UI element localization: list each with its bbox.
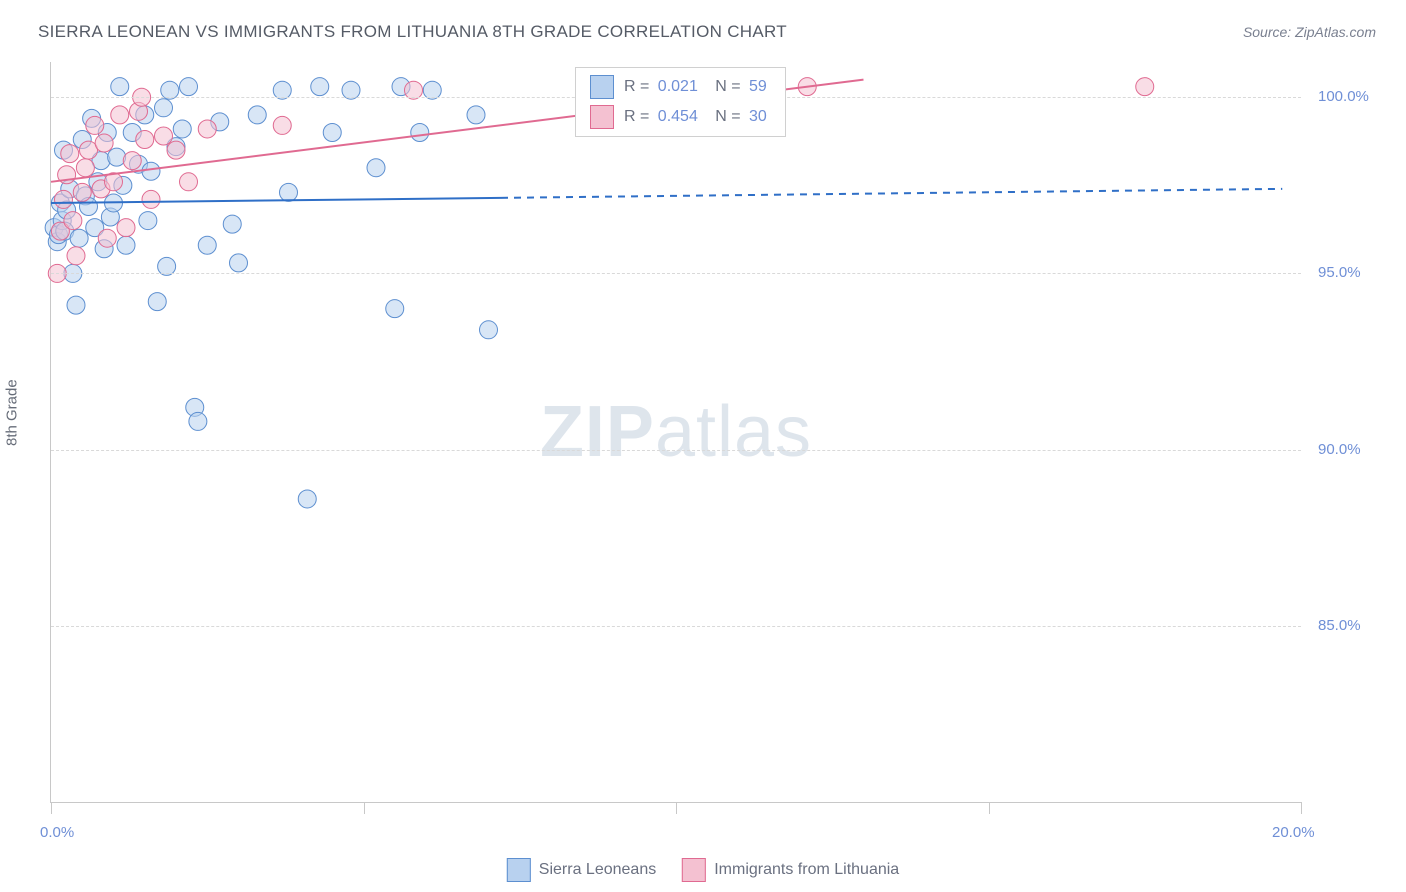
scatter-point — [76, 159, 94, 177]
scatter-plot-svg — [51, 62, 1301, 802]
swatch-blue — [590, 75, 614, 99]
bottom-legend: Sierra Leoneans Immigrants from Lithuani… — [507, 858, 899, 882]
chart-plot-area: ZIPatlas — [50, 62, 1301, 803]
scatter-point — [73, 183, 91, 201]
scatter-point — [111, 78, 129, 96]
scatter-point — [55, 190, 73, 208]
scatter-point — [198, 120, 216, 138]
source-label: Source: ZipAtlas.com — [1243, 24, 1376, 40]
scatter-point — [111, 106, 129, 124]
scatter-point — [61, 145, 79, 163]
stats-legend: R = 0.021 N = 59 R = 0.454 N = 30 — [575, 67, 786, 137]
scatter-point — [98, 229, 116, 247]
scatter-point — [167, 141, 185, 159]
scatter-point — [386, 300, 404, 318]
legend-item-series2: Immigrants from Lithuania — [682, 858, 899, 882]
scatter-point — [273, 116, 291, 134]
scatter-point — [142, 190, 160, 208]
x-tick — [364, 802, 365, 814]
y-axis-title: 8th Grade — [4, 379, 21, 446]
chart-title: SIERRA LEONEAN VS IMMIGRANTS FROM LITHUA… — [38, 22, 787, 42]
legend-label-1: Sierra Leoneans — [539, 861, 656, 879]
scatter-point — [223, 215, 241, 233]
swatch-blue-icon — [507, 858, 531, 882]
scatter-point — [173, 120, 191, 138]
scatter-point — [480, 321, 498, 339]
scatter-point — [64, 212, 82, 230]
scatter-point — [189, 412, 207, 430]
scatter-point — [323, 123, 341, 141]
x-tick — [989, 802, 990, 814]
x-tick — [676, 802, 677, 814]
gridline — [51, 273, 1301, 274]
scatter-point — [298, 490, 316, 508]
swatch-pink-icon — [682, 858, 706, 882]
regression-line-dashed — [501, 189, 1282, 198]
stats-row-series2: R = 0.454 N = 30 — [576, 102, 785, 132]
scatter-point — [467, 106, 485, 124]
scatter-point — [180, 173, 198, 191]
legend-label-2: Immigrants from Lithuania — [714, 861, 899, 879]
y-tick-label: 100.0% — [1318, 88, 1369, 105]
stats-row-series1: R = 0.021 N = 59 — [576, 72, 785, 102]
scatter-point — [248, 106, 266, 124]
scatter-point — [311, 78, 329, 96]
x-tick-label: 20.0% — [1272, 824, 1315, 841]
scatter-point — [139, 212, 157, 230]
scatter-point — [136, 131, 154, 149]
scatter-point — [367, 159, 385, 177]
scatter-point — [95, 134, 113, 152]
y-tick-label: 90.0% — [1318, 441, 1361, 458]
swatch-pink — [590, 105, 614, 129]
x-tick — [1301, 802, 1302, 814]
scatter-point — [411, 123, 429, 141]
scatter-point — [155, 127, 173, 145]
y-tick-label: 85.0% — [1318, 617, 1361, 634]
x-tick — [51, 802, 52, 814]
scatter-point — [142, 162, 160, 180]
scatter-point — [155, 99, 173, 117]
scatter-point — [148, 293, 166, 311]
scatter-point — [1136, 78, 1154, 96]
scatter-point — [108, 148, 126, 166]
scatter-point — [67, 247, 85, 265]
y-tick-label: 95.0% — [1318, 264, 1361, 281]
scatter-point — [180, 78, 198, 96]
scatter-point — [198, 236, 216, 254]
scatter-point — [117, 236, 135, 254]
scatter-point — [117, 219, 135, 237]
x-tick-label: 0.0% — [40, 824, 74, 841]
scatter-point — [70, 229, 88, 247]
scatter-point — [86, 116, 104, 134]
gridline — [51, 450, 1301, 451]
gridline — [51, 626, 1301, 627]
scatter-point — [280, 183, 298, 201]
scatter-point — [67, 296, 85, 314]
scatter-point — [123, 152, 141, 170]
legend-item-series1: Sierra Leoneans — [507, 858, 656, 882]
scatter-point — [230, 254, 248, 272]
